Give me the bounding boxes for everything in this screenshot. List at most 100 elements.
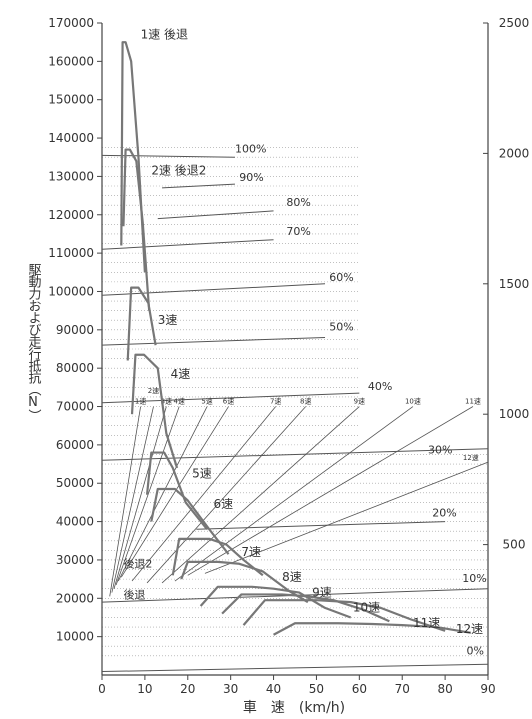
x-tick-label: 30 xyxy=(223,682,238,696)
y-tick-label: 170000 xyxy=(48,16,94,30)
resistance-label: 100% xyxy=(235,142,266,155)
annotation-label: 後退 xyxy=(123,587,145,601)
x-tick-label: 70 xyxy=(395,682,410,696)
gear-label: 4速 xyxy=(171,367,191,381)
resistance-label: 20% xyxy=(432,507,456,520)
resistance-label: 40% xyxy=(368,380,392,393)
resistance-label: 10% xyxy=(462,572,486,585)
x-tick-label: 80 xyxy=(437,682,452,696)
x-tick-label: 90 xyxy=(480,682,495,696)
gear-label: 3速 xyxy=(158,313,178,327)
resistance-line xyxy=(101,154,235,158)
speed-ray xyxy=(161,406,360,584)
gear-label: 9速 xyxy=(312,585,332,599)
y-tick-label: 80000 xyxy=(56,361,94,375)
y2-tick-label: 500 xyxy=(503,538,526,552)
gear-label: 8速 xyxy=(282,570,302,584)
speed-ray-label: 8速 xyxy=(300,397,311,405)
speed-ray-label: 4速 xyxy=(173,397,184,405)
y2-tick-label: 2000 xyxy=(499,146,530,160)
gear-curve xyxy=(122,148,151,311)
y-tick-label: 100000 xyxy=(48,284,94,298)
resistance-label: 60% xyxy=(329,271,353,284)
y-tick-label: 150000 xyxy=(48,93,94,107)
gear-curve xyxy=(120,41,146,273)
resistance-label: 80% xyxy=(286,196,310,209)
x-tick-label: 60 xyxy=(352,682,367,696)
gear-curve xyxy=(171,537,264,577)
speed-ray-label: 2速 xyxy=(148,387,159,395)
y-tick-label: 160000 xyxy=(48,54,94,68)
resistance-line xyxy=(101,663,489,673)
y-tick-label: 120000 xyxy=(48,208,94,222)
y-tick-label: 20000 xyxy=(56,591,94,605)
resistance-label: 90% xyxy=(239,171,263,184)
gear-curve xyxy=(199,585,352,619)
x-tick-label: 0 xyxy=(98,682,106,696)
resistance-line xyxy=(101,283,326,296)
resistance-line xyxy=(196,521,446,530)
y-tick-label: 110000 xyxy=(48,246,94,260)
speed-ray xyxy=(204,461,489,574)
x-axis-label: 車 速 (km/h) xyxy=(243,699,345,716)
speed-ray-label: 11速 xyxy=(465,397,481,405)
resistance-label: 50% xyxy=(329,321,353,334)
y-tick-label: 130000 xyxy=(48,169,94,183)
gear-curve xyxy=(130,353,179,469)
speed-ray-label: 5速 xyxy=(201,397,212,405)
gear-curve xyxy=(150,487,230,555)
speed-ray-label: 3速 xyxy=(161,397,172,405)
speed-ray xyxy=(115,406,180,586)
speed-ray-label: 6速 xyxy=(223,397,234,405)
y-tick-label: 40000 xyxy=(56,515,94,529)
resistance-line xyxy=(157,210,274,220)
resistance-line xyxy=(101,392,360,404)
gear-label: 2速 後退2 xyxy=(151,163,206,177)
resistance-label: 70% xyxy=(286,225,310,238)
y-axis-label: 駆動力および走行抵抗（N） xyxy=(26,263,42,421)
resistance-line xyxy=(101,336,326,346)
y-tick-label: 60000 xyxy=(56,438,94,452)
resistance-lines: 100% 90% 80% 70% 60% 50% 40% 30% 20% 10% 0% xyxy=(101,142,489,673)
gear-curve xyxy=(126,286,157,361)
speed-ray xyxy=(146,406,307,584)
resistance-label: 0% xyxy=(467,645,484,658)
annotation-label: 後退2 xyxy=(123,557,152,571)
gear-label: 12速 xyxy=(456,622,483,636)
gear-label: 7速 xyxy=(241,545,261,559)
y-tick-label: 50000 xyxy=(56,476,94,490)
speed-ray xyxy=(109,406,141,597)
y-tick-label: 90000 xyxy=(56,323,94,337)
speed-ray-label: 7速 xyxy=(270,397,281,405)
speed-ray-label: 10速 xyxy=(405,397,421,405)
axes: 1000020000300004000050000600007000080000… xyxy=(48,16,529,696)
speed-ray-label: 1速 xyxy=(135,397,146,405)
y2-tick-label: 2500 xyxy=(499,16,530,30)
gear-curve xyxy=(221,593,390,623)
speed-ray xyxy=(111,406,154,593)
gear-label: 1速 後退 xyxy=(141,27,188,41)
x-tick-label: 50 xyxy=(309,682,324,696)
gear-curves xyxy=(120,41,472,636)
speed-ray xyxy=(113,406,167,589)
gear-label: 10速 xyxy=(353,601,380,615)
speed-ray-label: 9速 xyxy=(354,397,365,405)
speed-ray-label: 12速 xyxy=(463,454,479,462)
gear-label: 5速 xyxy=(192,466,212,480)
y-tick-label: 70000 xyxy=(56,400,94,414)
speed-ray xyxy=(131,406,277,582)
resistance-label: 30% xyxy=(428,443,452,456)
speed-ray xyxy=(117,406,208,582)
gear-label: 11速 xyxy=(413,616,440,630)
y-tick-label: 140000 xyxy=(48,131,94,145)
speed-ray xyxy=(174,406,414,582)
y-tick-label: 10000 xyxy=(56,630,94,644)
x-tick-label: 40 xyxy=(266,682,281,696)
resistance-line xyxy=(162,183,235,189)
x-tick-label: 10 xyxy=(137,682,152,696)
speed-ray xyxy=(187,406,474,576)
gear-curve xyxy=(273,622,472,636)
